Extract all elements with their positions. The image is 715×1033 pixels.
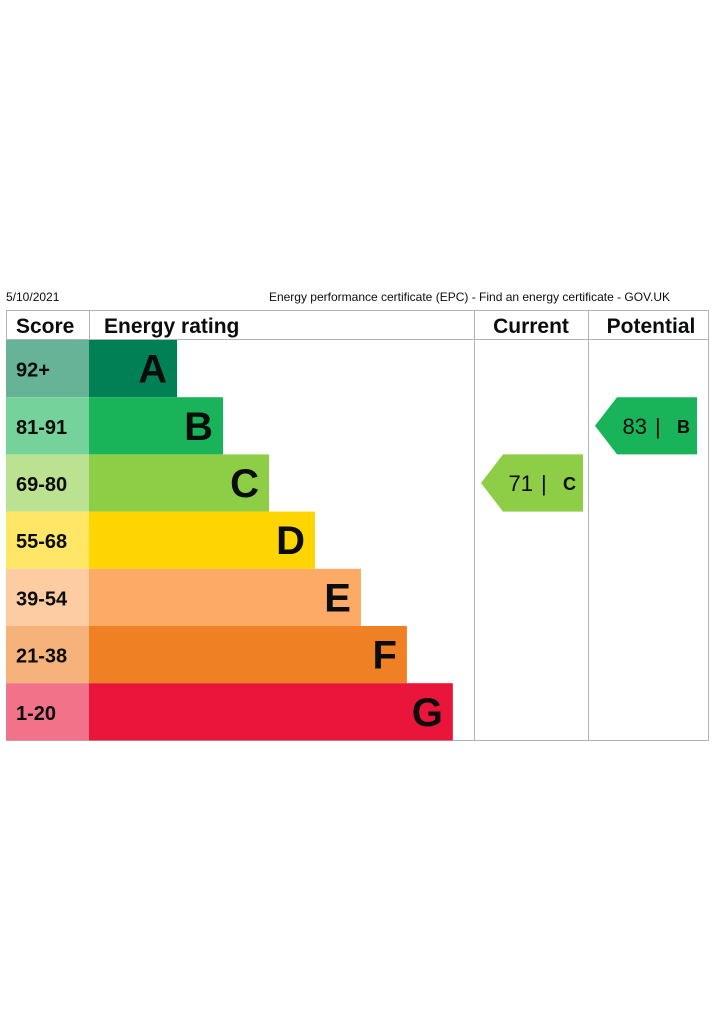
band-row-f: 21-38 F — [6, 626, 407, 684]
current-header: Current — [493, 315, 569, 338]
band-row-c: 69-80 C — [6, 454, 270, 512]
score-range-c: 69-80 — [16, 474, 67, 496]
potential-rating-marker: 83 | B — [595, 397, 697, 455]
potential-rating-separator: | — [655, 414, 661, 439]
score-cell-a — [6, 340, 89, 398]
band-bar-c — [89, 454, 270, 512]
score-range-f: 21-38 — [16, 646, 67, 668]
score-range-d: 55-68 — [16, 531, 67, 553]
current-rating-value: 71 — [509, 471, 533, 496]
score-cell-b — [6, 397, 89, 455]
band-letter-b: B — [184, 405, 213, 449]
score-range-a: 92+ — [16, 360, 50, 382]
score-cell-d — [6, 511, 89, 569]
score-range-b: 81-91 — [16, 417, 67, 439]
band-letter-d: D — [276, 519, 305, 563]
potential-header: Potential — [607, 315, 696, 338]
score-cell-f — [6, 626, 89, 684]
energy-rating-header: Energy rating — [104, 315, 239, 338]
energy-rating-chart: Score Energy rating Current Potential 92… — [6, 310, 709, 741]
band-row-e: 39-54 E — [6, 568, 361, 626]
current-rating-separator: | — [541, 471, 547, 496]
score-header: Score — [16, 315, 74, 338]
band-bar-e — [89, 568, 361, 626]
current-rating-letter: C — [563, 474, 576, 494]
band-row-a: 92+ A — [6, 340, 178, 398]
band-row-b: 81-91 B — [6, 397, 224, 455]
band-bar-g — [89, 683, 453, 741]
score-range-e: 39-54 — [16, 588, 68, 610]
band-letter-c: C — [230, 462, 259, 506]
score-cell-g — [6, 683, 89, 741]
band-bar-d — [89, 511, 315, 569]
print-page-title: Energy performance certificate (EPC) - F… — [268, 290, 670, 304]
potential-rating-value: 83 — [623, 414, 647, 439]
band-row-d: 55-68 D — [6, 511, 315, 569]
band-bar-b — [89, 397, 224, 455]
band-letter-f: F — [372, 634, 396, 678]
band-bar-a — [89, 340, 178, 398]
potential-rating-arrow — [595, 397, 697, 455]
band-letter-g: G — [412, 691, 443, 735]
current-rating-arrow — [481, 454, 583, 512]
band-bar-f — [89, 626, 407, 684]
band-letter-a: A — [138, 348, 167, 392]
score-cell-c — [6, 454, 89, 512]
score-cell-e — [6, 568, 89, 626]
band-letter-e: E — [324, 576, 351, 620]
potential-rating-letter: B — [677, 417, 690, 437]
print-date: 5/10/2021 — [6, 290, 60, 304]
band-row-g: 1-20 G — [6, 683, 453, 741]
score-range-g: 1-20 — [16, 703, 56, 725]
current-rating-marker: 71 | C — [481, 454, 583, 512]
